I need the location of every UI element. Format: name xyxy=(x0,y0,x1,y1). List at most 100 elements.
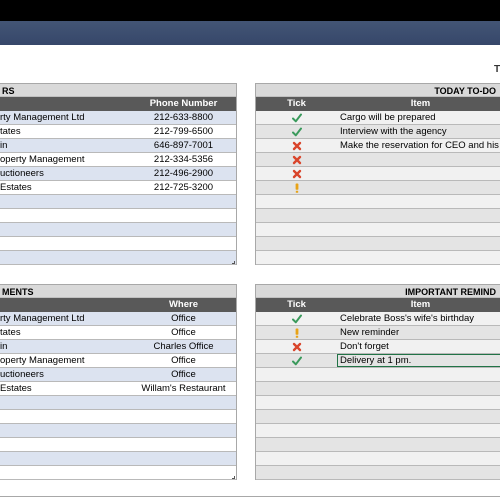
appointments-where-cell[interactable] xyxy=(133,452,234,465)
contacts-name-cell[interactable] xyxy=(0,251,133,264)
appointments-row[interactable]: tates Office xyxy=(0,326,236,340)
appointments-where-cell[interactable]: Office xyxy=(171,327,196,338)
todo-row[interactable] xyxy=(256,167,500,181)
contacts-name-cell[interactable]: in xyxy=(0,140,8,151)
reminders-item-cell[interactable] xyxy=(337,382,500,395)
appointments-where-cell[interactable] xyxy=(133,410,234,423)
todo-item-cell[interactable] xyxy=(337,167,500,180)
appointments-name-cell[interactable]: Estates xyxy=(0,383,32,394)
reminders-tick-cell[interactable] xyxy=(256,452,337,465)
contacts-name-cell[interactable]: tates xyxy=(0,126,21,137)
reminders-row[interactable] xyxy=(256,410,500,424)
todo-tick-cell[interactable] xyxy=(256,167,337,180)
appointments-name-cell[interactable] xyxy=(0,424,133,437)
todo-tick-cell[interactable] xyxy=(256,223,337,236)
contacts-phone-cell[interactable]: 212-725-3200 xyxy=(153,182,214,193)
todo-row[interactable]: Interview with the agency xyxy=(256,125,500,139)
appointments-row[interactable]: operty Management Office xyxy=(0,354,236,368)
contacts-name-cell[interactable] xyxy=(0,237,133,250)
todo-row[interactable] xyxy=(256,195,500,209)
contacts-row[interactable]: in 646-897-7001 xyxy=(0,139,236,153)
appointments-where-cell[interactable] xyxy=(133,396,234,409)
contacts-phone-cell[interactable]: 212-799-6500 xyxy=(153,126,214,137)
appointments-row[interactable]: rty Management Ltd Office xyxy=(0,312,236,326)
resize-handle[interactable] xyxy=(232,476,235,479)
reminders-item-cell[interactable] xyxy=(337,410,500,423)
reminders-item-cell[interactable] xyxy=(337,466,500,479)
todo-item-cell[interactable] xyxy=(337,251,500,264)
contacts-name-cell[interactable]: uctioneers xyxy=(0,168,44,179)
contacts-name-cell[interactable]: rty Management Ltd xyxy=(0,112,85,123)
appointments-where-cell[interactable] xyxy=(133,424,234,437)
reminders-row[interactable] xyxy=(256,424,500,438)
todo-tick-cell[interactable] xyxy=(256,209,337,222)
contacts-row[interactable]: tates 212-799-6500 xyxy=(0,125,236,139)
todo-tick-cell[interactable] xyxy=(256,153,337,166)
contacts-name-cell[interactable] xyxy=(0,223,133,236)
reminders-item-cell[interactable] xyxy=(337,396,500,409)
contacts-phone-cell[interactable] xyxy=(133,223,234,236)
reminders-row[interactable] xyxy=(256,438,500,452)
appointments-row[interactable] xyxy=(0,396,236,410)
todo-item-cell[interactable] xyxy=(337,181,500,194)
todo-row[interactable] xyxy=(256,237,500,251)
appointments-where-cell[interactable]: Office xyxy=(171,355,196,366)
todo-row[interactable] xyxy=(256,223,500,237)
contacts-phone-cell[interactable] xyxy=(133,251,234,264)
reminders-item-cell[interactable] xyxy=(337,452,500,465)
appointments-name-cell[interactable]: uctioneers xyxy=(0,369,44,380)
appointments-where-cell[interactable]: Office xyxy=(171,369,196,380)
contacts-name-cell[interactable] xyxy=(0,209,133,222)
appointments-name-cell[interactable] xyxy=(0,466,133,479)
reminders-tick-cell[interactable] xyxy=(256,368,337,381)
todo-item-cell[interactable] xyxy=(337,153,500,166)
todo-row[interactable]: Make the reservation for CEO and his xyxy=(256,139,500,153)
reminders-row[interactable] xyxy=(256,452,500,466)
contacts-row[interactable] xyxy=(0,223,236,237)
todo-tick-cell[interactable] xyxy=(256,237,337,250)
reminders-row[interactable] xyxy=(256,368,500,382)
appointments-row[interactable] xyxy=(0,466,236,480)
todo-tick-cell[interactable] xyxy=(256,195,337,208)
todo-tick-cell[interactable] xyxy=(256,181,337,194)
appointments-row[interactable]: uctioneers Office xyxy=(0,368,236,382)
reminders-tick-cell[interactable] xyxy=(256,396,337,409)
reminders-tick-cell[interactable] xyxy=(256,354,337,367)
reminders-item-cell[interactable]: Don't forget xyxy=(340,341,389,352)
todo-item-cell[interactable] xyxy=(337,237,500,250)
reminders-tick-cell[interactable] xyxy=(256,424,337,437)
todo-row[interactable] xyxy=(256,153,500,167)
appointments-name-cell[interactable]: operty Management xyxy=(0,355,85,366)
reminders-row[interactable] xyxy=(256,396,500,410)
appointments-where-cell[interactable] xyxy=(133,438,234,451)
appointments-name-cell[interactable] xyxy=(0,438,133,451)
appointments-where-cell[interactable]: Charles Office xyxy=(153,341,214,352)
contacts-row[interactable]: uctioneers 212-496-2900 xyxy=(0,167,236,181)
appointments-row[interactable]: Estates Willam's Restaurant xyxy=(0,382,236,396)
appointments-name-cell[interactable] xyxy=(0,396,133,409)
reminders-row[interactable]: Celebrate Boss's wife's birthday xyxy=(256,312,500,326)
reminders-item-cell[interactable] xyxy=(337,368,500,381)
reminders-tick-cell[interactable] xyxy=(256,438,337,451)
todo-tick-cell[interactable] xyxy=(256,139,337,152)
reminders-item-cell[interactable]: Delivery at 1 pm. xyxy=(337,354,500,367)
appointments-row[interactable] xyxy=(0,424,236,438)
appointments-name-cell[interactable] xyxy=(0,410,133,423)
todo-row[interactable] xyxy=(256,181,500,195)
contacts-name-cell[interactable]: operty Management xyxy=(0,154,85,165)
appointments-row[interactable]: in Charles Office xyxy=(0,340,236,354)
contacts-row[interactable]: operty Management 212-334-5356 xyxy=(0,153,236,167)
reminders-item-cell[interactable] xyxy=(337,424,500,437)
todo-item-cell[interactable]: Cargo will be prepared xyxy=(340,112,436,123)
todo-tick-cell[interactable] xyxy=(256,111,337,124)
appointments-where-cell[interactable]: Willam's Restaurant xyxy=(141,383,226,394)
contacts-row[interactable] xyxy=(0,209,236,223)
resize-handle[interactable] xyxy=(232,261,235,264)
todo-row[interactable]: Cargo will be prepared xyxy=(256,111,500,125)
todo-tick-cell[interactable] xyxy=(256,125,337,138)
reminders-row[interactable] xyxy=(256,382,500,396)
todo-item-cell[interactable]: Interview with the agency xyxy=(340,126,447,137)
appointments-name-cell[interactable] xyxy=(0,452,133,465)
contacts-row[interactable] xyxy=(0,195,236,209)
contacts-phone-cell[interactable] xyxy=(133,195,234,208)
